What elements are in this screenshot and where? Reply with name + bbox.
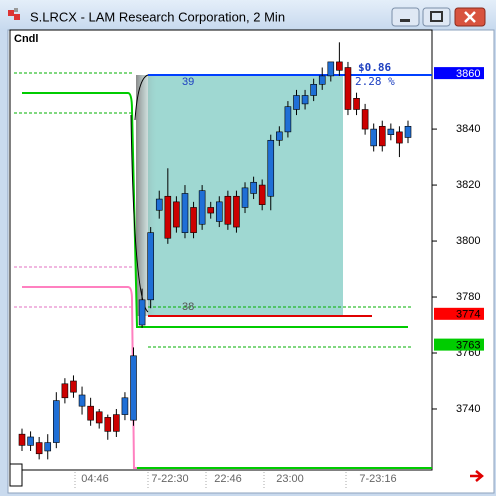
candle-body — [378, 125, 386, 147]
scroll-right-arrow[interactable] — [470, 470, 484, 482]
candle-body — [250, 181, 257, 194]
level-lines — [14, 72, 432, 469]
y-tick-label: 3780 — [456, 291, 480, 303]
candle-body — [147, 232, 154, 301]
price-marker-label: 3763 — [456, 340, 480, 352]
candle-body — [276, 131, 283, 141]
candle-body — [70, 380, 77, 393]
percent-change: 2.28 % — [355, 75, 395, 88]
candle-body — [310, 84, 317, 96]
candle-body — [61, 383, 69, 399]
candle-body — [318, 75, 326, 85]
candle-body — [327, 61, 335, 77]
candle-body — [284, 106, 292, 133]
candle-body — [35, 442, 43, 455]
price-marker — [434, 307, 484, 320]
candle-body — [207, 207, 215, 214]
app-icon — [8, 8, 20, 20]
scroll-box[interactable] — [9, 463, 23, 487]
bar-count-upper: 39 — [182, 76, 194, 88]
candle-body — [130, 355, 137, 421]
bar-count-lower: 38 — [182, 301, 194, 313]
candle-body — [138, 299, 146, 326]
candle-body — [387, 128, 395, 135]
candle-body — [241, 187, 249, 208]
minimize-button[interactable] — [391, 7, 420, 27]
candle-body — [258, 184, 266, 205]
candle-body — [95, 411, 103, 424]
candle-body — [190, 207, 197, 233]
price-marker-label: 3860 — [456, 68, 480, 80]
candle-body — [233, 195, 240, 228]
x-tick-label: 23:00 — [276, 473, 304, 485]
candle-body — [293, 95, 300, 110]
candle-body — [344, 67, 352, 110]
candle-body — [301, 95, 309, 105]
candle-body — [198, 190, 206, 225]
maximize-button[interactable] — [422, 7, 451, 27]
candle-body — [121, 397, 129, 415]
candle-body — [78, 394, 86, 407]
candle-body — [404, 125, 412, 138]
x-tick-label: 7-23:16 — [359, 473, 396, 485]
price-marker — [434, 67, 484, 80]
x-tick-label: 04:46 — [81, 473, 109, 485]
candle-body — [353, 97, 360, 110]
candle-body — [215, 201, 223, 222]
x-tick-label: 22:46 — [214, 473, 242, 485]
candle-body — [361, 109, 369, 130]
candle-body — [224, 195, 232, 225]
price-marker-label: 3774 — [456, 309, 480, 321]
candle-body — [113, 414, 120, 432]
candle-body — [164, 195, 172, 239]
candle-body — [44, 442, 52, 452]
candle-body — [87, 405, 94, 421]
y-tick-label: 3820 — [456, 179, 480, 191]
candle-body — [267, 139, 275, 197]
candle-body — [104, 417, 112, 432]
candle-body — [173, 201, 180, 228]
close-button[interactable] — [454, 7, 486, 27]
y-tick-label: 3800 — [456, 235, 480, 247]
candle-body — [27, 436, 34, 446]
price-change: $0.86 — [358, 61, 391, 74]
price-marker — [434, 338, 484, 351]
y-tick-label: 3740 — [456, 403, 480, 415]
candle-body — [181, 193, 189, 233]
candle-body — [53, 400, 60, 443]
candle-body — [336, 61, 343, 71]
candle-body — [370, 128, 377, 147]
window-title: S.LRCX - LAM Research Corporation, 2 Min — [30, 9, 285, 24]
candle-body — [396, 131, 403, 144]
x-tick-label: 7-22:30 — [151, 473, 188, 485]
candle-body — [18, 433, 26, 446]
study-label: Cndl — [14, 33, 38, 45]
candle-body — [155, 198, 163, 211]
y-tick-label: 3840 — [456, 123, 480, 135]
